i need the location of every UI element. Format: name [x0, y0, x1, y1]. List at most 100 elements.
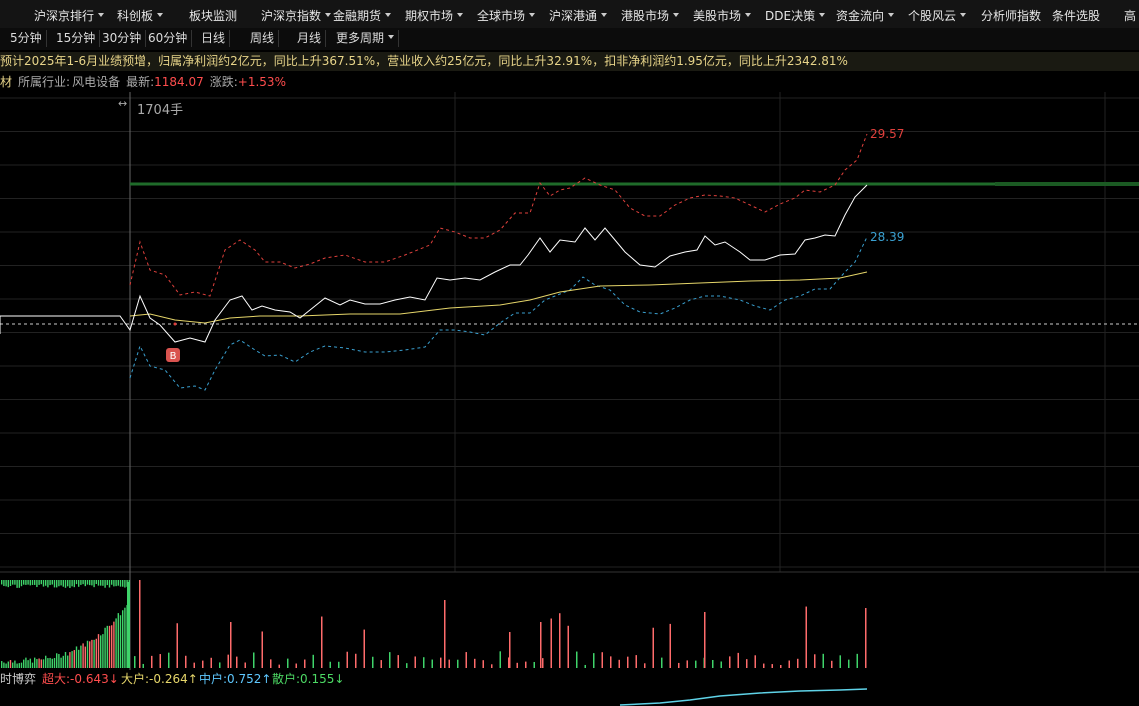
period-tab[interactable]: 5分钟 — [6, 30, 47, 47]
volume-bar — [14, 580, 16, 585]
menu-item[interactable]: 沪深京排行 — [34, 7, 104, 24]
volume-bar — [95, 580, 97, 585]
menu-item[interactable]: 科创板 — [117, 7, 163, 24]
volume-bar — [49, 657, 51, 668]
volume-bar — [20, 580, 23, 587]
industry[interactable]: 风电设备 — [72, 75, 121, 89]
volume-bar — [610, 656, 612, 668]
volume-bar — [5, 663, 7, 668]
volume-bar — [113, 580, 115, 587]
menu-item[interactable]: 分析师指数 — [981, 9, 1042, 23]
volume-bar — [780, 664, 782, 668]
volume-bar — [18, 663, 20, 668]
volume-bar — [117, 580, 119, 586]
avg-price-line — [129, 271, 868, 324]
volume-bar — [9, 580, 12, 586]
menu-item[interactable]: 沪深京指数 — [261, 7, 331, 24]
resize-icon[interactable]: ↔ — [118, 97, 127, 110]
volume-bar — [67, 580, 69, 587]
volume-bar — [202, 660, 204, 668]
volume-bar — [12, 580, 14, 585]
volume-bar — [261, 631, 263, 668]
volume-bar — [113, 621, 115, 668]
volume-bar — [80, 580, 82, 585]
menu-item[interactable]: 高 — [1124, 9, 1137, 23]
menu-item[interactable]: 资金流向 — [836, 7, 894, 24]
indicator-item: 散户:0.155↓ — [272, 672, 345, 686]
menu-item[interactable]: 金融期货 — [333, 7, 391, 24]
menu-item[interactable]: 美股市场 — [693, 7, 751, 24]
volume-bar — [58, 580, 60, 587]
volume-bar — [712, 659, 714, 668]
menu-item[interactable]: DDE决策 — [765, 7, 825, 24]
volume-bar — [36, 580, 38, 588]
volume-bar — [38, 580, 40, 585]
indicator-title: 时博弈 — [0, 672, 37, 686]
intraday-chart: 1704手 ↔ 29.57 28.39 B — [0, 92, 1139, 670]
volume-bar — [805, 606, 807, 668]
period-tab[interactable]: 月线 — [293, 30, 327, 47]
volume-bar — [34, 580, 36, 585]
flow-line — [619, 688, 868, 706]
volume-bar — [100, 580, 102, 586]
volume-bar — [62, 580, 64, 587]
news-banner: 预计2025年1-6月业绩预增，归属净利润约2亿元，同比上升367.51%，营业… — [0, 52, 1139, 71]
period-tab[interactable]: 15分钟 — [52, 30, 101, 47]
volume-bar — [678, 662, 680, 668]
volume-bar — [42, 580, 45, 587]
volume-bar — [93, 580, 95, 588]
buy-point — [173, 322, 177, 326]
volume-bar — [67, 655, 69, 668]
volume-bar — [73, 650, 75, 668]
volume-bar — [304, 659, 306, 668]
volume-bar — [491, 664, 493, 668]
volume-bar — [108, 580, 111, 588]
volume-bar — [601, 652, 603, 668]
menu-item[interactable]: 板块监测 — [189, 9, 238, 23]
volume-bar — [80, 645, 82, 668]
volume-bar — [576, 651, 578, 668]
menu-item[interactable]: 条件选股 — [1052, 9, 1101, 23]
period-tab[interactable]: 60分钟 — [144, 30, 193, 47]
volume-bar — [533, 661, 535, 668]
volume-bar — [219, 662, 221, 668]
menu-item[interactable]: 个股风云 — [908, 7, 966, 24]
volume-bar — [142, 663, 144, 668]
period-tab[interactable]: 30分钟 — [98, 30, 147, 47]
volume-bar — [329, 661, 331, 668]
volume-bar — [53, 658, 56, 668]
volume-bar — [82, 643, 84, 668]
volume-bar — [62, 655, 64, 668]
volume-bar — [168, 652, 170, 668]
menu-item[interactable]: 港股市场 — [621, 7, 679, 24]
volume-bar — [71, 651, 73, 668]
volume-bar — [23, 580, 25, 585]
volume-bar — [104, 627, 106, 668]
volume-bar — [134, 656, 136, 668]
volume-bar — [839, 655, 841, 668]
period-tab[interactable]: 日线 — [197, 30, 231, 47]
volume-bar — [27, 660, 29, 668]
volume-bar — [36, 659, 38, 668]
volume-bar — [60, 657, 62, 668]
menu-item[interactable]: 期权市场 — [405, 7, 463, 24]
volume-bar — [704, 612, 706, 668]
period-tab[interactable]: 更多周期 — [332, 30, 400, 47]
volume-bar — [270, 659, 272, 668]
volume-bar — [31, 662, 34, 668]
menu-item[interactable]: 沪深港通 — [549, 7, 607, 24]
volume-bar — [127, 582, 130, 668]
volume-bar — [185, 655, 187, 668]
volume-bar — [482, 660, 484, 668]
volume-bar — [414, 656, 416, 668]
period-tab[interactable]: 周线 — [246, 30, 280, 47]
menu-item[interactable]: 全球市场 — [477, 7, 535, 24]
volume-bar — [363, 629, 365, 668]
volume-bar — [720, 661, 722, 668]
volume-bar — [47, 658, 49, 668]
volume-bar — [25, 580, 27, 585]
buy-marker: B — [170, 351, 177, 362]
volume-bar — [618, 659, 620, 668]
indicator-item: 超大:-0.643↓ — [42, 672, 119, 686]
menu-bar: 沪深京排行 科创板 板块监测 沪深京指数 金融期货 期权市场 全球市场 沪深港通 港股市场 美股市… — [0, 0, 1139, 29]
